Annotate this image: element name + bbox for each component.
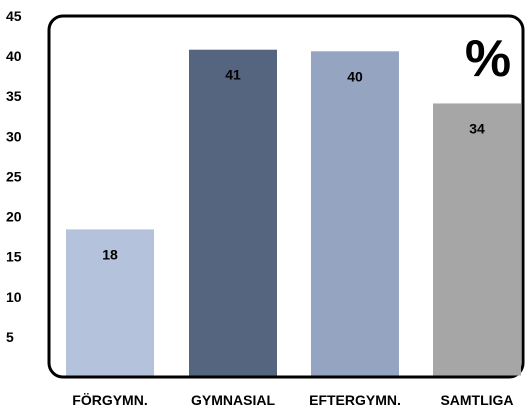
bar-2 [189,49,277,376]
category-label-1: FÖRGYMN. [72,392,147,408]
bar-4 [433,103,521,376]
plot-frame [47,14,525,379]
y-tick-25: 25 [6,168,22,184]
y-tick-30: 30 [6,128,22,144]
y-tick-5: 5 [6,329,14,345]
y-tick-20: 20 [6,209,22,225]
bar-3 [311,51,399,376]
category-labels-group: FÖRGYMN. GYMNASIAL EFTERGYMN. SAMTLIGA [72,392,513,408]
unit-label: % [465,30,511,88]
y-tick-10: 10 [6,289,22,305]
category-label-4: SAMTLIGA [440,392,513,408]
data-label-3: 40 [347,68,363,84]
y-tick-15: 15 [6,249,22,265]
data-label-4: 34 [469,120,485,136]
category-label-2: GYMNASIAL [191,392,275,408]
y-tick-40: 40 [6,48,22,64]
bars-group [66,49,521,376]
bar-1 [66,229,154,376]
y-tick-35: 35 [6,88,22,104]
data-labels-group: 18 41 40 34 [102,67,485,263]
y-tick-45: 45 [6,8,22,24]
y-ticks-group: 5 10 15 20 25 30 35 40 45 [6,8,22,345]
data-label-1: 18 [102,246,118,262]
category-label-3: EFTERGYMN. [309,392,401,408]
data-label-2: 41 [225,67,241,83]
